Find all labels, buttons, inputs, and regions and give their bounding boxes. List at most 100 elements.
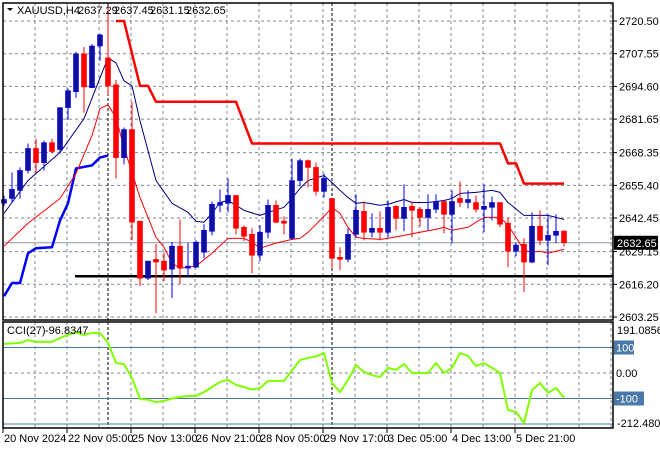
bull-candle-body	[145, 260, 151, 279]
price-axis: 2720.50 2707.55 2694.60 2681.65 2668.35 2655.…	[613, 16, 660, 430]
cci-level-tag	[614, 391, 644, 406]
bull-candle-body	[489, 202, 495, 208]
bear-candle-body	[537, 225, 543, 241]
cci-pane	[3, 330, 613, 425]
bear-candle-body	[105, 57, 111, 87]
bull-candle-body	[545, 235, 551, 241]
bull-candle-body	[425, 209, 431, 218]
bull-candle-body	[9, 189, 15, 199]
bull-candle-body	[225, 195, 231, 204]
cci-value: -96.8347	[45, 325, 88, 337]
cci-level-label: 100	[616, 343, 634, 355]
bull-candle-body	[41, 142, 47, 163]
x-tick-label: 29 Nov 17:00	[324, 433, 389, 445]
bull-candle-body	[169, 245, 175, 270]
bull-candle-body	[353, 210, 359, 235]
bull-candle-body	[57, 107, 63, 150]
main-pane-frame	[2, 2, 614, 321]
bull-candle-body	[65, 90, 71, 108]
bear-candle-body	[33, 148, 39, 163]
bull-candle-body	[401, 207, 407, 219]
bull-candle-body	[345, 234, 351, 260]
bear-candle-body	[305, 160, 311, 168]
bull-candle-body	[553, 230, 559, 236]
bear-candle-body	[441, 201, 447, 215]
bear-candle-body	[457, 198, 463, 203]
bull-candle-body	[209, 203, 215, 232]
bear-candle-body	[233, 195, 239, 229]
y-tick-label: 2642.45	[619, 213, 659, 225]
bear-candle-body	[153, 259, 159, 263]
support-trail-line	[2, 154, 109, 297]
bear-candle-body	[281, 220, 287, 224]
bear-candle-body	[393, 205, 399, 219]
ohlc-low: 2631.15	[150, 5, 190, 17]
bull-candle-body	[385, 207, 391, 233]
bull-candle-body	[17, 170, 23, 191]
bear-candle-body	[49, 142, 55, 152]
x-tick-label: 26 Nov 21:00	[196, 433, 261, 445]
vertical-markers	[107, 3, 333, 428]
bull-candle-body	[89, 45, 95, 88]
indicator-overlays	[2, 19, 565, 297]
cci-level-label: -100	[616, 394, 638, 406]
bear-candle-body	[561, 230, 567, 244]
symbol-label: XAUUSD,H4	[17, 5, 80, 17]
resistance-trail-line	[116, 19, 564, 185]
bear-candle-body	[81, 53, 87, 88]
current-price-tag	[614, 235, 658, 250]
bull-candle-body	[201, 229, 207, 253]
ohlc-open: 2637.29	[78, 5, 118, 17]
x-tick-label: 22 Nov 05:00	[68, 433, 133, 445]
bull-candle-body	[297, 160, 303, 181]
bull-candle-body	[257, 232, 263, 256]
bear-candle-body	[329, 198, 335, 259]
bull-candle-body	[121, 129, 127, 158]
y-tick-label: 2603.25	[619, 312, 659, 324]
candles	[1, 6, 567, 314]
x-tick-label: 25 Nov 13:00	[132, 433, 197, 445]
y-tick-label: 2655.40	[619, 180, 659, 192]
bear-candle-body	[409, 205, 415, 211]
bull-candle-body	[1, 199, 7, 204]
bull-candle-body	[513, 244, 519, 252]
bear-candle-body	[161, 260, 167, 271]
fast-moving-average-line	[3, 57, 565, 223]
chart-header: XAUUSD,H4 2637.29 2637.45 2631.15 2632.6…	[7, 5, 226, 17]
bear-candle-body	[377, 227, 383, 233]
bear-candle-body	[417, 209, 423, 218]
y-tick-label: 2668.35	[619, 148, 659, 160]
ohlc-high: 2637.45	[114, 5, 154, 17]
bear-candle-body	[249, 234, 255, 256]
cci-line	[3, 330, 565, 424]
cci-title: CCI(27)	[7, 325, 46, 337]
bear-candle-body	[241, 226, 247, 237]
y-tick-label: 2616.20	[619, 279, 659, 291]
bull-candle-body	[25, 148, 31, 171]
dropdown-triangle-icon[interactable]	[7, 8, 13, 11]
bear-candle-body	[313, 167, 319, 192]
bear-candle-body	[337, 256, 343, 260]
bear-candle-body	[497, 202, 503, 225]
y-tick-label: 2681.65	[619, 114, 659, 126]
y-tick-label: 2720.50	[619, 16, 659, 28]
bear-candle-body	[521, 243, 527, 263]
bear-candle-body	[137, 220, 143, 279]
bull-candle-body	[321, 178, 327, 192]
bull-candle-body	[193, 241, 199, 268]
x-tick-label: 3 Dec 05:00	[388, 433, 447, 445]
cci-pane-frame	[2, 321, 614, 429]
cci-max-label: 191.0856	[617, 325, 660, 337]
bear-candle-body	[361, 211, 367, 233]
ohlc-close: 2632.65	[186, 5, 226, 17]
y-tick-label: 2694.60	[619, 81, 659, 93]
cci-min-label: -212.4807	[617, 418, 660, 430]
x-tick-label: 20 Nov 2024	[4, 433, 66, 445]
bear-candle-body	[129, 129, 135, 223]
cci-level-tag	[614, 340, 634, 355]
bear-candle-body	[473, 202, 479, 210]
cci-header: CCI(27) -96.8347	[7, 325, 88, 337]
y-tick-label: 2707.55	[619, 49, 659, 61]
